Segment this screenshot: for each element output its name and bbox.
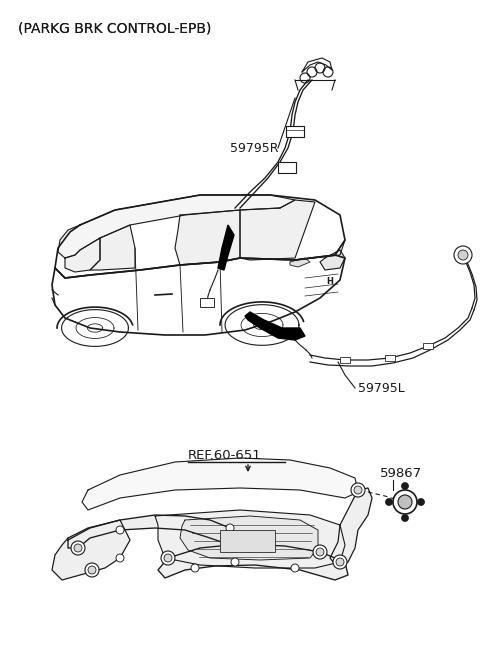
Circle shape xyxy=(116,526,124,534)
Bar xyxy=(286,126,304,137)
Bar xyxy=(385,355,395,361)
Polygon shape xyxy=(218,225,234,270)
Circle shape xyxy=(226,524,234,532)
Circle shape xyxy=(88,566,96,574)
Text: (PARKG BRK CONTROL-EPB): (PARKG BRK CONTROL-EPB) xyxy=(18,22,211,36)
Circle shape xyxy=(191,564,199,572)
Text: 59867: 59867 xyxy=(380,467,422,480)
Circle shape xyxy=(231,558,239,566)
Polygon shape xyxy=(158,544,348,580)
Polygon shape xyxy=(320,250,345,270)
Circle shape xyxy=(85,563,99,577)
Circle shape xyxy=(291,564,299,572)
Circle shape xyxy=(398,495,412,509)
Circle shape xyxy=(454,246,472,264)
Polygon shape xyxy=(82,458,358,510)
Circle shape xyxy=(161,551,175,565)
Circle shape xyxy=(164,554,172,562)
Circle shape xyxy=(333,555,347,569)
Circle shape xyxy=(385,498,393,506)
Bar xyxy=(220,530,275,552)
Circle shape xyxy=(393,490,417,514)
Circle shape xyxy=(116,554,124,562)
Polygon shape xyxy=(65,238,100,272)
Text: REF.60-651: REF.60-651 xyxy=(188,449,262,462)
Polygon shape xyxy=(290,258,310,267)
Circle shape xyxy=(401,514,408,522)
Circle shape xyxy=(354,486,362,494)
Bar xyxy=(423,343,433,349)
Bar xyxy=(200,298,214,307)
Polygon shape xyxy=(180,516,318,560)
Circle shape xyxy=(313,545,327,559)
Polygon shape xyxy=(155,510,345,568)
Polygon shape xyxy=(68,515,240,548)
Polygon shape xyxy=(52,520,130,580)
Text: (PARKG BRK CONTROL-EPB): (PARKG BRK CONTROL-EPB) xyxy=(18,22,211,36)
Circle shape xyxy=(401,483,408,489)
Polygon shape xyxy=(240,200,315,260)
Circle shape xyxy=(71,541,85,555)
Polygon shape xyxy=(330,488,372,568)
Circle shape xyxy=(316,548,324,556)
Bar xyxy=(278,162,296,173)
Text: H: H xyxy=(326,277,334,287)
Circle shape xyxy=(418,498,424,506)
Bar xyxy=(340,357,350,363)
Polygon shape xyxy=(52,255,345,335)
Circle shape xyxy=(458,250,468,260)
Polygon shape xyxy=(90,225,135,270)
Polygon shape xyxy=(58,195,295,258)
Circle shape xyxy=(74,544,82,552)
Text: 59795R: 59795R xyxy=(230,142,278,154)
Polygon shape xyxy=(302,58,332,72)
Polygon shape xyxy=(245,312,305,340)
Circle shape xyxy=(336,558,344,566)
Circle shape xyxy=(351,483,365,497)
Text: 59795L: 59795L xyxy=(358,381,405,395)
Polygon shape xyxy=(55,195,345,278)
Polygon shape xyxy=(175,210,240,265)
